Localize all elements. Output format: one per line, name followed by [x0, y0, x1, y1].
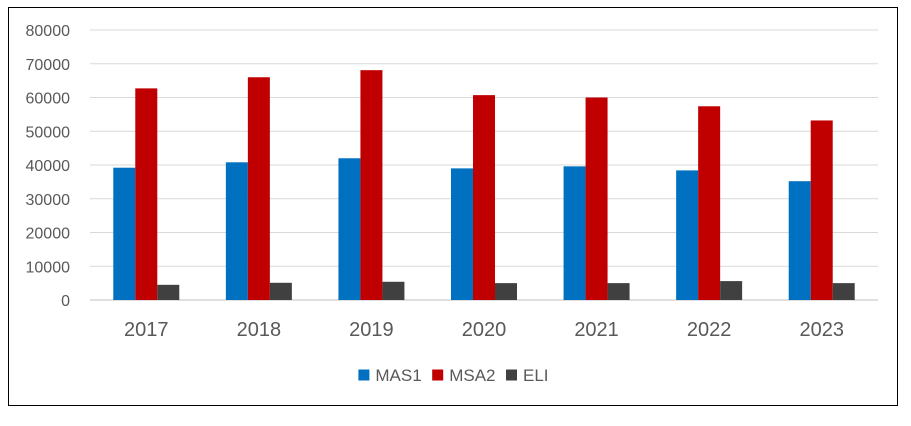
- legend-label-msa2: MSA2: [449, 366, 495, 385]
- legend-label-mas1: MAS1: [375, 366, 421, 385]
- bar-mas1-2019: [338, 158, 361, 300]
- bar-mas1-2021: [563, 166, 586, 300]
- bar-eli-2020: [495, 283, 517, 300]
- bar-eli-2023: [832, 283, 855, 300]
- bars: [113, 70, 855, 301]
- y-tick-label: 40000: [26, 158, 71, 175]
- bar-mas1-2023: [788, 181, 811, 300]
- x-tick-label: 2021: [574, 319, 619, 341]
- legend: MAS1 MSA2 ELI: [358, 366, 549, 385]
- legend-swatch-mas1: [358, 369, 370, 381]
- x-tick-label: 2018: [237, 319, 282, 341]
- y-tick-label: 60000: [26, 91, 71, 108]
- y-tick-label: 20000: [26, 226, 71, 243]
- y-tick-label: 0: [61, 293, 70, 310]
- x-tick-label: 2023: [799, 319, 844, 341]
- bar-msa2-2019: [360, 70, 383, 300]
- y-axis-tick-labels: 0 10000 20000 30000 40000 50000 60000 70000 8000…: [26, 23, 71, 310]
- bar-msa2-2023: [810, 120, 833, 300]
- bar-eli-2018: [269, 282, 292, 300]
- x-tick-label: 2017: [124, 319, 169, 341]
- bar-msa2-2022: [698, 106, 721, 301]
- x-tick-label: 2020: [462, 319, 507, 341]
- bar-mas1-2020: [451, 168, 473, 300]
- bar-eli-2019: [382, 281, 405, 300]
- bar-msa2-2020: [473, 95, 495, 300]
- bar-msa2-2021: [585, 97, 608, 300]
- legend-swatch-msa2: [432, 369, 444, 381]
- bar-eli-2021: [607, 283, 630, 300]
- y-tick-label: 10000: [26, 259, 71, 276]
- legend-label-eli: ELI: [523, 366, 549, 385]
- bar-mas1-2022: [676, 170, 699, 300]
- y-tick-label: 80000: [26, 23, 71, 40]
- x-tick-label: 2022: [687, 319, 732, 341]
- bar-msa2-2017: [135, 88, 158, 300]
- bar-mas1-2018: [225, 162, 248, 300]
- bar-msa2-2018: [247, 77, 270, 300]
- x-tick-label: 2019: [349, 319, 394, 341]
- y-tick-label: 70000: [26, 57, 71, 74]
- y-tick-label: 30000: [26, 192, 71, 209]
- bar-eli-2017: [157, 284, 180, 300]
- x-axis-tick-labels: 2017 2018 2019 2020 2021 2022 2023: [124, 319, 844, 341]
- bar-eli-2022: [720, 281, 743, 300]
- y-tick-label: 50000: [26, 124, 71, 141]
- legend-swatch-eli: [506, 369, 517, 381]
- bar-mas1-2017: [113, 167, 136, 300]
